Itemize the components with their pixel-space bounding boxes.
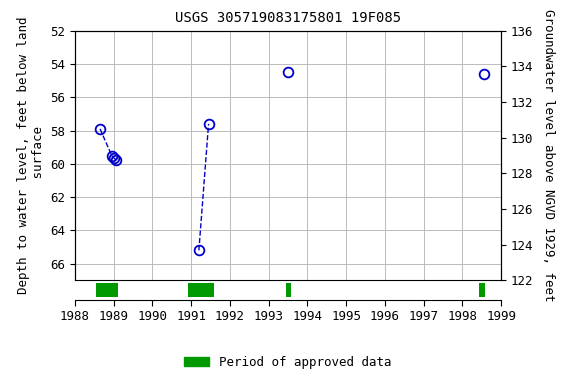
Bar <box>286 283 291 296</box>
Title: USGS 305719083175801 19F085: USGS 305719083175801 19F085 <box>175 12 401 25</box>
Y-axis label: Depth to water level, feet below land
 surface: Depth to water level, feet below land su… <box>17 17 44 294</box>
Legend: Period of approved data: Period of approved data <box>179 351 397 374</box>
Y-axis label: Groundwater level above NGVD 1929, feet: Groundwater level above NGVD 1929, feet <box>541 9 555 302</box>
Bar <box>188 283 214 296</box>
Bar <box>479 283 485 296</box>
Bar <box>96 283 118 296</box>
